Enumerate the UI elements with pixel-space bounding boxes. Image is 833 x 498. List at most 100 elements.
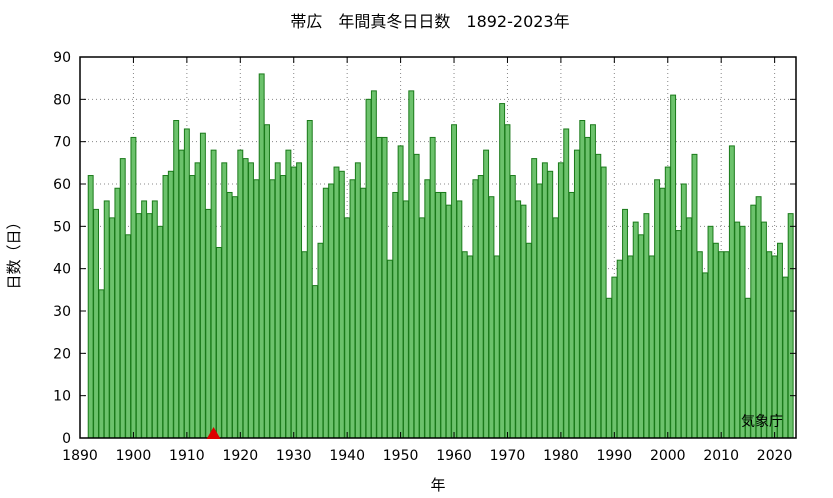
bar-1935	[317, 242, 324, 439]
bar-1962	[461, 251, 468, 439]
bar-1930	[290, 166, 297, 439]
bar-1947	[381, 136, 388, 439]
bar-2011	[723, 251, 730, 439]
bar-1951	[402, 200, 409, 439]
bar-1984	[579, 120, 586, 439]
bar-1995	[638, 234, 645, 439]
bar-1924	[258, 73, 265, 439]
bar-1964	[472, 179, 479, 439]
x-tick-label: 1940	[329, 448, 365, 464]
x-tick-label: 1920	[222, 448, 258, 464]
bar-1976	[536, 183, 543, 439]
x-tick-label: 1980	[543, 448, 579, 464]
bar-1958	[440, 191, 447, 439]
bar-1942	[354, 162, 361, 439]
bars	[87, 73, 794, 439]
bar-1953	[413, 153, 420, 439]
bar-2002	[675, 230, 682, 439]
bar-1945	[370, 90, 377, 439]
bar-2004	[686, 217, 693, 439]
bar-1923	[253, 179, 260, 439]
y-tick-label: 50	[53, 219, 71, 235]
bar-1892	[87, 175, 94, 439]
y-tick-label: 10	[53, 389, 71, 405]
bar-1896	[109, 217, 116, 439]
chart-title: 帯広 年間真冬日日数 1892-2023年	[290, 12, 569, 31]
bar-1975	[531, 158, 538, 439]
bar-1960	[451, 124, 457, 439]
bar-1987	[595, 153, 602, 439]
credit-label: 気象庁	[741, 414, 783, 430]
bar-1959	[445, 204, 452, 439]
bar-1909	[178, 149, 185, 439]
marker-triangle	[206, 427, 221, 439]
bar-1915	[210, 149, 217, 439]
bar-2007	[702, 272, 709, 439]
bar-2014	[739, 225, 746, 439]
bar-1914	[205, 208, 212, 439]
bar-1986	[589, 124, 596, 439]
y-tick-label: 20	[53, 346, 71, 362]
bar-1899	[125, 234, 132, 439]
bar-1963	[467, 255, 474, 439]
bar-1988	[600, 166, 607, 439]
bar-1894	[98, 289, 105, 439]
bar-1905	[157, 225, 164, 439]
bar-1965	[477, 175, 484, 439]
bar-1917	[221, 162, 228, 439]
bar-2018	[760, 221, 767, 439]
bar-1994	[632, 221, 639, 439]
y-tick-label: 60	[53, 177, 71, 193]
axis-ticks: 1890 1900 1910 1920 1930 1940 1950 1960 1970 1980…	[53, 50, 796, 464]
bar-1992	[622, 208, 628, 439]
x-tick-label: 2010	[703, 448, 739, 464]
bar-1920	[237, 149, 244, 439]
bar-1897	[114, 187, 121, 439]
bar-2010	[718, 251, 725, 439]
bar-2012	[728, 145, 735, 439]
y-tick-label: 90	[53, 50, 71, 66]
bar-2020	[771, 255, 778, 439]
bar-1991	[616, 259, 623, 439]
bar-1981	[563, 128, 570, 439]
x-tick-label: 1930	[276, 448, 312, 464]
bar-1908	[173, 120, 180, 439]
bar-1913	[199, 132, 206, 439]
bar-1893	[93, 208, 99, 439]
bar-1949	[392, 191, 399, 439]
x-tick-label: 1990	[597, 448, 633, 464]
bar-1967	[488, 196, 495, 439]
bar-1990	[611, 276, 618, 439]
bar-1969	[499, 103, 506, 439]
x-tick-label: 1960	[436, 448, 472, 464]
bar-2006	[696, 251, 703, 439]
bar-1902	[141, 200, 148, 439]
bar-1940	[344, 217, 351, 439]
bar-2005	[691, 153, 698, 439]
y-tick-label: 30	[53, 304, 71, 320]
bar-2023	[787, 213, 794, 439]
bar-1943	[360, 187, 367, 439]
bar-1971	[509, 175, 516, 439]
bar-1980	[557, 162, 564, 439]
bar-1977	[541, 162, 548, 439]
x-tick-label: 1890	[62, 448, 98, 464]
bar-1989	[606, 297, 612, 439]
bar-2003	[680, 183, 687, 439]
bar-1968	[493, 255, 500, 439]
y-tick-label: 0	[62, 431, 71, 447]
bar-1950	[397, 145, 404, 439]
bar-1952	[408, 90, 415, 439]
bar-1931	[296, 162, 303, 439]
bar-1974	[525, 242, 532, 439]
bar-1907	[167, 170, 174, 439]
x-tick-label: 2020	[757, 448, 793, 464]
bar-1912	[194, 162, 201, 439]
bar-1903	[146, 213, 153, 439]
bar-1948	[386, 259, 393, 439]
bar-2013	[734, 221, 741, 439]
bar-1944	[365, 98, 372, 439]
bar-1982	[568, 191, 575, 439]
x-tick-label: 1950	[383, 448, 419, 464]
